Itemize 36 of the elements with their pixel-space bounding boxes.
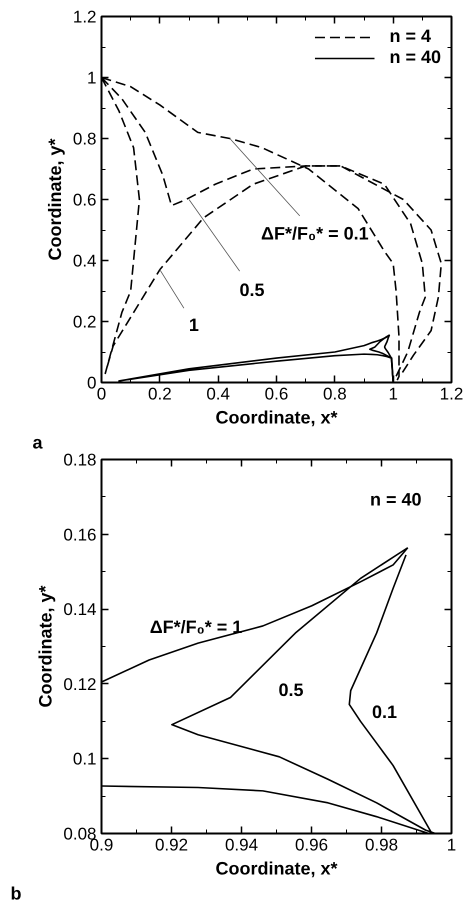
x-tick-label: 0.6 — [264, 384, 288, 404]
annotation: 0.1 — [372, 702, 398, 722]
x-tick-label: 0.92 — [154, 836, 188, 854]
y-tick-label: 1 — [87, 68, 97, 88]
x-tick-label: 0.4 — [206, 384, 230, 404]
x-axis-title: Coordinate, x* — [215, 858, 338, 878]
y-tick-label: 1.2 — [72, 8, 97, 26]
y-tick-label: 0.1 — [72, 750, 97, 769]
x-axis-title: Coordinate, x* — [215, 408, 338, 428]
y-tick-label: 0.4 — [72, 252, 97, 270]
legend-title: n = 40 — [370, 490, 422, 510]
y-tick-label: 0.12 — [63, 674, 97, 694]
legend-label: n = 4 — [389, 26, 431, 47]
x-tick-label: 0.98 — [364, 836, 398, 854]
y-tick-label: 0.18 — [63, 450, 97, 470]
x-tick-label: 0.96 — [294, 836, 328, 854]
x-tick-label: 0.2 — [148, 384, 172, 404]
x-tick-label: 1 — [388, 384, 398, 404]
y-tick-label: 0.8 — [72, 130, 97, 148]
annotation: 0.5 — [239, 280, 265, 300]
y-tick-label: 0.6 — [72, 190, 97, 210]
text: b — [10, 884, 22, 903]
y-axis-title: Coordinate, y* — [44, 138, 65, 261]
x-tick-label: 1.2 — [440, 384, 464, 404]
text: a — [32, 432, 44, 452]
legend-label: n = 40 — [389, 47, 441, 68]
annotation: ΔF*/F₀* = 0.1 — [261, 224, 369, 244]
x-tick-label: 0.94 — [224, 836, 258, 854]
y-tick-label: 0.16 — [63, 525, 97, 544]
x-tick-label: 1 — [446, 836, 456, 854]
y-tick-label: 0.14 — [63, 600, 97, 620]
y-tick-label: 0.2 — [72, 312, 97, 332]
x-tick-label: 0.8 — [323, 384, 347, 404]
y-axis-title: Coordinate, y* — [35, 585, 56, 708]
annotation: 1 — [188, 315, 199, 336]
annotation: 0.5 — [278, 680, 304, 700]
